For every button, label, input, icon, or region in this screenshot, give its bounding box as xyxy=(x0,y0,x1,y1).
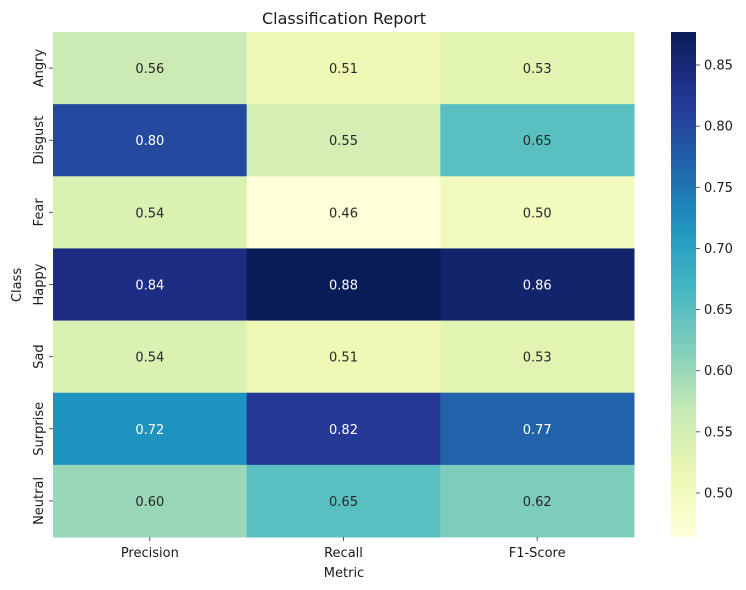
cell-value-label: 0.72 xyxy=(135,423,164,438)
y-tick-label: Happy xyxy=(32,263,47,305)
heatmap-cell-neutral-precision xyxy=(53,464,248,538)
heatmap-cell-happy-precision xyxy=(53,248,248,322)
cell-value-label: 0.62 xyxy=(523,495,552,510)
colorbar-tick-label: 0.50 xyxy=(704,486,733,501)
heatmap-cell-surprise-f1-score xyxy=(440,392,635,466)
cell-value-label: 0.65 xyxy=(329,495,358,510)
heatmap-cell-happy-recall xyxy=(246,248,441,322)
colorbar-tick-label: 0.55 xyxy=(704,425,733,440)
cell-value-label: 0.65 xyxy=(523,134,552,149)
heatmap-cell-sad-f1-score xyxy=(440,320,635,394)
y-tick-label: Fear xyxy=(32,198,47,227)
heatmap-cell-sad-recall xyxy=(246,320,441,394)
heatmap-cell-angry-precision xyxy=(53,32,248,105)
colorbar-tick-label: 0.60 xyxy=(704,364,733,379)
cell-value-label: 0.77 xyxy=(523,423,552,438)
colorbar-tick-label: 0.65 xyxy=(704,303,733,318)
y-tick-label: Neutral xyxy=(32,477,47,525)
y-tick-label: Angry xyxy=(32,49,47,88)
cell-value-label: 0.54 xyxy=(135,351,164,366)
cell-value-label: 0.50 xyxy=(523,206,552,221)
cell-value-label: 0.51 xyxy=(329,62,358,77)
x-axis-label: Metric xyxy=(324,566,364,581)
heatmap-cell-fear-recall xyxy=(246,176,441,249)
heatmap-cell-surprise-precision xyxy=(53,392,248,466)
y-tick-labels: Angry Disgust Fear Happy Sad Surprise Neutral xyxy=(32,49,53,525)
heatmap-cell-disgust-recall xyxy=(246,104,441,177)
chart-title: Classification Report xyxy=(262,9,426,28)
cell-value-label: 0.53 xyxy=(523,62,552,77)
y-axis-label: Class xyxy=(10,268,25,302)
heatmap-cell-neutral-recall xyxy=(246,464,441,538)
cell-value-label: 0.51 xyxy=(329,351,358,366)
cell-value-label: 0.80 xyxy=(135,134,164,149)
heatmap-cell-sad-precision xyxy=(53,320,248,394)
colorbar-tick-label: 0.85 xyxy=(704,59,733,74)
y-tick-label: Sad xyxy=(32,344,47,368)
x-tick-label: Precision xyxy=(121,546,179,561)
heatmap-cell-disgust-f1-score xyxy=(440,104,635,177)
x-tick-label: F1-Score xyxy=(509,546,566,561)
cell-value-label: 0.53 xyxy=(523,351,552,366)
cell-value-label: 0.60 xyxy=(135,495,164,510)
heatmap-cell-happy-f1-score xyxy=(440,248,635,322)
heatmap-cell-angry-recall xyxy=(246,32,441,105)
cell-value-label: 0.56 xyxy=(135,62,164,77)
x-tick-labels: Precision Recall F1-Score xyxy=(121,537,566,561)
colorbar-tick-label: 0.70 xyxy=(704,242,733,257)
cell-value-label: 0.86 xyxy=(523,279,552,294)
heatmap-cell-fear-f1-score xyxy=(440,176,635,249)
cell-value-label: 0.82 xyxy=(329,423,358,438)
colorbar-tick-label: 0.80 xyxy=(704,120,733,135)
cell-value-label: 0.55 xyxy=(329,134,358,149)
x-tick-label: Recall xyxy=(324,546,363,561)
heatmap-cell-neutral-f1-score xyxy=(440,464,635,538)
cell-value-label: 0.46 xyxy=(329,206,358,221)
heatmap-cells: 0.56 0.51 0.53 0.80 0.55 0.65 0.54 0.46 0.50 0.84… xyxy=(53,32,635,538)
y-tick-label: Surprise xyxy=(32,402,47,456)
cell-value-label: 0.88 xyxy=(329,279,358,294)
cell-value-label: 0.84 xyxy=(135,279,164,294)
colorbar xyxy=(671,32,696,537)
heatmap-cell-disgust-precision xyxy=(53,104,248,177)
y-tick-label: Disgust xyxy=(32,116,47,165)
cell-value-label: 0.54 xyxy=(135,206,164,221)
heatmap-cell-angry-f1-score xyxy=(440,32,635,105)
colorbar-tick-label: 0.75 xyxy=(704,181,733,196)
colorbar-ticks: 0.50 0.55 0.60 0.65 0.70 0.75 0.80 0.85 xyxy=(696,59,733,501)
heatmap-cell-fear-precision xyxy=(53,176,248,249)
heatmap-cell-surprise-recall xyxy=(246,392,441,466)
